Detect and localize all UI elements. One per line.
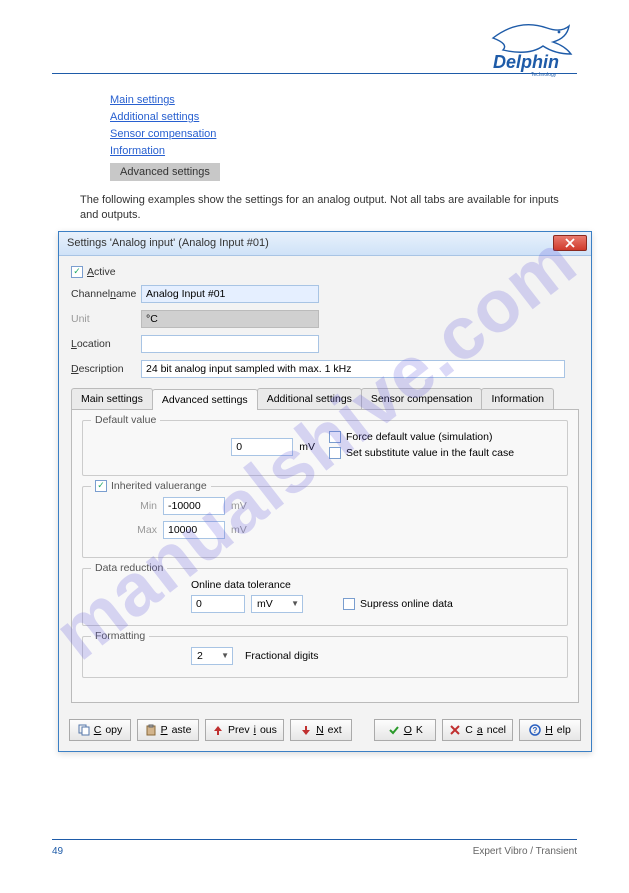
description-input[interactable] (141, 360, 565, 378)
tab-additional[interactable]: Additional settings (257, 388, 362, 409)
svg-text:Delphin: Delphin (493, 52, 559, 72)
min-unit: mV (231, 500, 247, 512)
group-data-reduction: Data reduction Online data tolerance mV▼… (82, 568, 568, 626)
description-label: Description (71, 363, 141, 375)
suppress-label: Supress online data (360, 598, 453, 610)
default-value-unit: mV (299, 441, 315, 453)
group-value-range: ✓Inherited valuerange Min mV Max mV (82, 486, 568, 558)
previous-button[interactable]: Previous (205, 719, 284, 741)
delphin-logo: Delphin Technology (481, 10, 581, 78)
toc-link-sensor[interactable]: Sensor compensation (110, 128, 577, 140)
tab-sensor[interactable]: Sensor compensation (361, 388, 483, 409)
arrow-down-icon (300, 724, 312, 736)
digits-label: Fractional digits (245, 650, 319, 662)
suppress-checkbox[interactable] (343, 598, 355, 610)
default-value-legend: Default value (91, 414, 160, 426)
location-input[interactable] (141, 335, 319, 353)
toc-link-info[interactable]: Information (110, 145, 577, 157)
substitute-checkbox[interactable] (329, 447, 341, 459)
settings-dialog: Settings 'Analog input' (Analog Input #0… (58, 231, 592, 752)
active-label: Active (87, 266, 116, 278)
dialog-buttons: Copy Paste Previous Next OK Cancel ?Help (59, 711, 591, 751)
close-icon (564, 237, 576, 249)
channelname-label: Channelname (71, 288, 141, 300)
tolerance-unit-select[interactable]: mV▼ (251, 595, 303, 613)
page-footer: 49 Expert Vibro / Transient (52, 839, 577, 857)
min-label: Min (127, 500, 157, 512)
toc-link-main[interactable]: Main settings (110, 94, 577, 106)
next-button[interactable]: Next (290, 719, 352, 741)
max-label: Max (127, 524, 157, 536)
force-checkbox[interactable] (329, 431, 341, 443)
help-icon: ? (529, 724, 541, 736)
substitute-label: Set substitute value in the fault case (346, 447, 514, 459)
group-default-value: Default value mV Force default value (si… (82, 420, 568, 476)
svg-text:Technology: Technology (531, 72, 557, 78)
copy-icon (78, 724, 90, 736)
x-icon (449, 724, 461, 736)
arrow-up-icon (212, 724, 224, 736)
dialog-title: Settings 'Analog input' (Analog Input #0… (67, 237, 269, 249)
copy-button[interactable]: Copy (69, 719, 131, 741)
group-formatting: Formatting 2▼ Fractional digits (82, 636, 568, 678)
tab-main[interactable]: Main settings (71, 388, 153, 409)
valuerange-legend: Inherited valuerange (111, 480, 207, 492)
datareduction-legend: Data reduction (91, 562, 167, 574)
tabs: Main settings Advanced settings Addition… (71, 388, 579, 410)
digits-select[interactable]: 2▼ (191, 647, 233, 665)
paste-button[interactable]: Paste (137, 719, 199, 741)
paste-icon (145, 724, 157, 736)
help-button[interactable]: ?Help (519, 719, 581, 741)
toc-link-additional[interactable]: Additional settings (110, 111, 577, 123)
active-checkbox[interactable]: ✓ (71, 266, 83, 278)
default-value-input[interactable] (231, 438, 293, 456)
ok-button[interactable]: OK (374, 719, 436, 741)
dialog-titlebar: Settings 'Analog input' (Analog Input #0… (59, 232, 591, 256)
svg-text:?: ? (533, 726, 538, 735)
location-label: Location (71, 338, 141, 350)
tolerance-input[interactable] (191, 595, 245, 613)
max-input[interactable] (163, 521, 225, 539)
tab-advanced[interactable]: Advanced settings (152, 389, 258, 410)
tolerance-label: Online data tolerance (191, 579, 555, 591)
check-icon (388, 724, 400, 736)
channelname-input[interactable] (141, 285, 319, 303)
tab-info[interactable]: Information (481, 388, 554, 409)
min-input[interactable] (163, 497, 225, 515)
valuerange-checkbox[interactable]: ✓ (95, 480, 107, 492)
close-button[interactable] (553, 235, 587, 251)
unit-label: Unit (71, 313, 141, 325)
cancel-button[interactable]: Cancel (442, 719, 513, 741)
toc-current: Advanced settings (110, 163, 220, 181)
formatting-legend: Formatting (91, 630, 149, 642)
unit-input (141, 310, 319, 328)
force-label: Force default value (simulation) (346, 431, 492, 443)
intro-text: The following examples show the settings… (80, 193, 577, 223)
toc: Main settings Additional settings Sensor… (110, 94, 577, 181)
advanced-panel: Default value mV Force default value (si… (71, 410, 579, 703)
footer-left: Expert Vibro / Transient (473, 846, 577, 857)
footer-page: 49 (52, 846, 63, 857)
max-unit: mV (231, 524, 247, 536)
